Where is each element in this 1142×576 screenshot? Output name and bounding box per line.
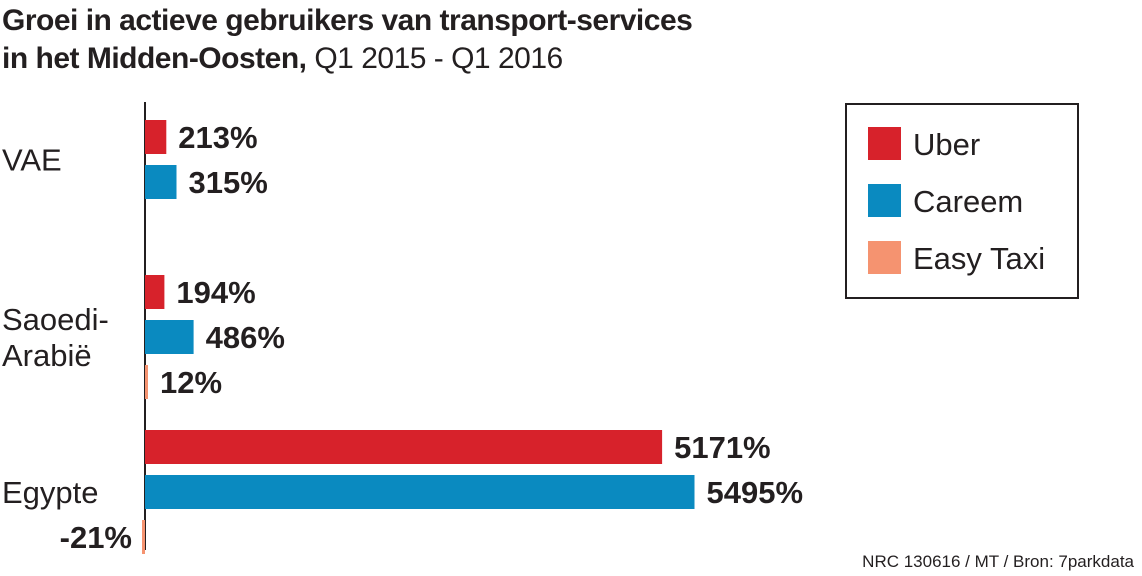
bar-careem-egypte: [145, 475, 695, 509]
title-region: in het Midden-Oosten,: [2, 42, 307, 75]
bar-easy-taxi-egypte: [142, 520, 145, 554]
bar-careem-vae: [145, 165, 177, 199]
legend-swatch-careem: [868, 184, 901, 217]
data-label-easy-taxi-saoedi-arabi: 12%: [160, 365, 222, 400]
data-label-careem-saoedi-arabi: 486%: [206, 320, 285, 355]
bar-easy-taxi-saoedi-arabi: [145, 365, 148, 399]
category-label-egypte: Egypte: [2, 475, 99, 510]
bar-uber-saoedi-arabi: [145, 275, 165, 309]
title-period: Q1 2015 - Q1 2016: [314, 42, 563, 75]
data-label-easy-taxi-egypte: -21%: [60, 520, 132, 555]
data-label-uber-saoedi-arabi: 194%: [176, 275, 255, 310]
legend-label-easy-taxi: Easy Taxi: [913, 241, 1045, 276]
legend-swatch-easy-taxi: [868, 241, 901, 274]
bar-uber-egypte: [145, 430, 663, 464]
legend-swatch-uber: [868, 127, 901, 160]
title-line-2: in het Midden-Oosten, Q1 2015 - Q1 2016: [2, 40, 692, 78]
data-label-careem-egypte: 5495%: [707, 475, 804, 510]
data-label-uber-vae: 213%: [178, 120, 257, 155]
bar-uber-vae: [145, 120, 167, 154]
category-label-vae: VAE: [2, 143, 62, 178]
category-label-saoedi-arabi: Saoedi-Arabië: [2, 302, 109, 373]
chart-title: Groei in actieve gebruikers van transpor…: [2, 2, 693, 78]
legend-label-uber: Uber: [913, 127, 980, 162]
data-label-uber-egypte: 5171%: [674, 430, 771, 465]
data-label-careem-vae: 315%: [189, 165, 268, 200]
title-line-1: Groei in actieve gebruikers van transpor…: [2, 4, 693, 37]
legend-label-careem: Careem: [913, 184, 1023, 219]
bar-careem-saoedi-arabi: [145, 320, 194, 354]
source-note: NRC 130616 / MT / Bron: 7parkdata: [862, 552, 1134, 571]
